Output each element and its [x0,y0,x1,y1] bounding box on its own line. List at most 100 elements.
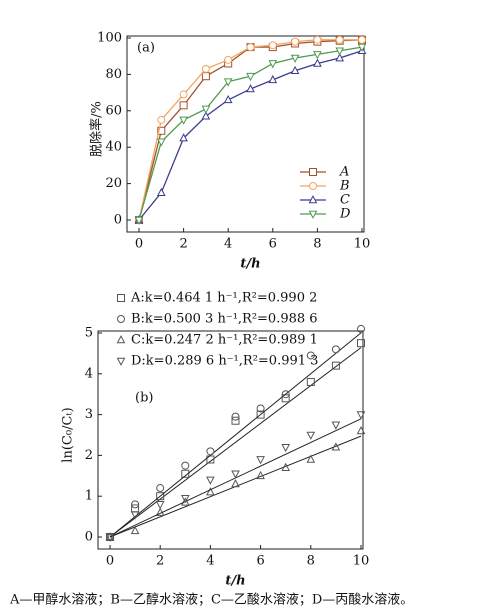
marker [281,443,291,453]
marker [290,54,300,63]
marker [180,494,190,504]
marker [335,53,345,62]
marker [313,35,322,44]
marker [231,479,240,488]
marker [246,43,255,52]
marker [268,41,277,50]
marker [223,94,233,104]
legend-label: A:k=0.464 1 h⁻¹,R²=0.990 2 [130,291,317,306]
marker [156,138,166,147]
marker [181,469,190,478]
x-tick-label: 8 [313,237,321,252]
marker [358,35,366,44]
marker [306,454,316,463]
y-tick-label: 4 [85,366,93,381]
legend-label: B [339,179,350,194]
marker [256,404,265,413]
fit-line [109,332,362,538]
legend-label: D:k=0.289 6 h⁻¹,R²=0.991 3 [131,354,318,369]
marker [130,511,140,520]
legend-label: C:k=0.247 2 h⁻¹,R²=0.989 1 [131,333,318,348]
marker [116,335,126,344]
y-tick-label: 80 [105,67,122,82]
marker [335,35,344,44]
marker [357,43,367,53]
marker [231,470,240,479]
y-axis-label: 脱除率/% [89,101,105,157]
marker [134,216,144,225]
marker [157,115,166,124]
x-tick-label: 10 [354,237,371,252]
marker [281,462,291,471]
marker [156,492,165,501]
marker [131,504,140,513]
legend-label: A [339,165,349,180]
marker [156,484,165,493]
marker [308,195,318,204]
marker [179,90,188,99]
marker [268,74,278,84]
marker [306,351,315,360]
legend-label: B:k=0.500 3 h⁻¹,R²=0.988 6 [131,312,318,327]
marker [116,357,126,366]
marker [246,72,255,82]
marker [281,390,290,399]
marker [256,410,265,419]
y-tick-label: 20 [105,176,122,191]
plot-frame [97,330,364,550]
marker [357,324,365,333]
marker [201,105,211,114]
y-tick-label: 40 [105,140,122,155]
x-axis-label: t/h [240,257,260,272]
y-tick-label: 100 [97,31,122,46]
marker [206,447,215,456]
marker [181,461,190,470]
x-tick-label: 0 [106,554,114,569]
x-tick-label: 10 [353,554,370,569]
marker [231,412,240,421]
y-tick-label: 3 [85,407,93,422]
marker [179,116,188,125]
marker [223,78,233,87]
marker [201,64,210,73]
marker [306,431,316,440]
marker [331,345,340,354]
marker [156,187,166,196]
marker [155,501,165,510]
marker [356,425,366,435]
x-tick-label: 4 [224,237,232,252]
marker [157,126,166,135]
plot-frame [126,35,365,233]
marker [201,72,210,81]
marker [357,339,365,348]
marker [105,533,115,542]
fit-line [109,347,362,538]
marker [331,421,341,430]
panel-label: (a) [137,41,155,56]
x-axis-label: t/h [225,574,245,589]
x-tick-label: 0 [135,237,143,252]
marker [281,394,290,403]
x-tick-label: 2 [179,237,187,252]
caption: A—甲醇水溶液；B—乙醇水溶液；C—乙酸水溶液；D—丙酸水溶液。 [9,592,413,608]
marker [117,294,125,302]
marker [201,111,211,120]
y-tick-label: 2 [85,448,93,463]
legend-label: D [339,207,351,222]
marker [117,315,125,323]
marker [356,411,366,420]
y-tick-label: 5 [85,326,93,341]
marker [180,497,190,506]
marker [309,182,317,190]
marker [256,470,265,480]
marker [130,525,140,535]
marker [331,442,341,451]
y-tick-label: 1 [85,489,93,504]
x-tick-label: 2 [156,554,164,569]
marker [268,60,278,69]
marker [224,55,233,64]
y-tick-label: 0 [85,530,93,545]
marker [306,377,315,386]
marker [331,361,340,370]
marker [291,37,300,46]
